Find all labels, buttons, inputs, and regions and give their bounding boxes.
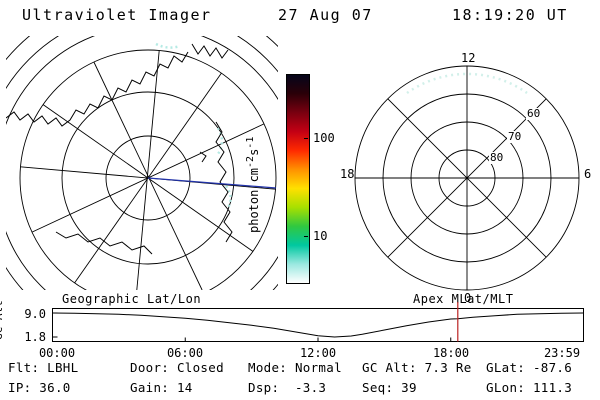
status-flt: Flt: LBHL bbox=[8, 360, 79, 375]
status-gc-alt: GC Alt: 7.3 Re bbox=[362, 360, 472, 375]
mlt-label-6: 6 bbox=[584, 167, 592, 181]
xtick-1800: 18:00 bbox=[432, 346, 470, 360]
lat-lon-grid bbox=[6, 36, 278, 290]
status-glon: GLon: 111.3 bbox=[486, 380, 573, 395]
geo-panel-caption: Geographic Lat/Lon bbox=[62, 292, 202, 306]
mlt-label-18: 18 bbox=[340, 167, 355, 181]
page-title: Ultraviolet Imager bbox=[22, 6, 212, 24]
status-glat: GLat: -87.6 bbox=[486, 360, 573, 375]
aurora-emission-traces bbox=[155, 42, 232, 209]
mlat-ring-label-80: 80 bbox=[489, 151, 505, 164]
colorbar-gradient bbox=[286, 74, 310, 284]
xtick-0600: 06:00 bbox=[166, 346, 204, 360]
spacecraft-track-line bbox=[147, 177, 277, 189]
mlt-label-12: 12 bbox=[461, 51, 476, 65]
gc-alt-strip-chart bbox=[52, 302, 584, 342]
apex-dial-panel bbox=[354, 65, 580, 291]
geo-map-panel bbox=[6, 36, 278, 290]
apex-grid bbox=[354, 65, 580, 291]
colorbar-tick-label-lower: 10 bbox=[313, 229, 328, 243]
colorbar-tick-label-upper: 100 bbox=[313, 131, 335, 145]
apex-panel-caption: Apex MLat/MLT bbox=[413, 292, 514, 306]
xtick-0000: 00:00 bbox=[38, 346, 76, 360]
gc-alt-tick-lower: 1.8 bbox=[24, 330, 46, 344]
colorbar-units-exp2: -1 bbox=[245, 136, 256, 149]
coastlines bbox=[6, 43, 233, 255]
colorbar-units-label: photon cm-2s-1 bbox=[244, 136, 261, 233]
mlat-ring-label-70: 70 bbox=[507, 130, 523, 143]
mlat-ring-label-60: 60 bbox=[526, 107, 542, 120]
gc-alt-tick-upper: 9.0 bbox=[24, 307, 46, 321]
strip-chart-frame bbox=[52, 308, 584, 342]
status-ip: IP: 36.0 bbox=[8, 380, 71, 395]
colorbar-units-prefix: photon cm bbox=[247, 167, 261, 233]
xtick-1200: 12:00 bbox=[299, 346, 337, 360]
strip-chart-ticks bbox=[52, 312, 452, 342]
status-seq: Seq: 39 bbox=[362, 380, 417, 395]
colorbar-tick-lower bbox=[304, 236, 308, 237]
mlt-label-0: 0 bbox=[464, 291, 472, 305]
date-label: 27 Aug 07 bbox=[278, 6, 373, 24]
colorbar-tick-upper bbox=[304, 138, 308, 139]
xtick-2359: 23:59 bbox=[543, 346, 581, 360]
colorbar-units-exp1: -2 bbox=[245, 155, 256, 168]
gc-alt-axis-label: GC Alt bbox=[0, 300, 5, 340]
status-door: Door: Closed bbox=[130, 360, 224, 375]
colorbar-units-mid: s bbox=[247, 148, 261, 156]
gc-alt-curve bbox=[52, 312, 584, 338]
status-gain: Gain: 14 bbox=[130, 380, 193, 395]
status-dsp: Dsp: -3.3 bbox=[248, 380, 327, 395]
status-mode: Mode: Normal bbox=[248, 360, 342, 375]
time-label: 18:19:20 UT bbox=[452, 6, 568, 24]
